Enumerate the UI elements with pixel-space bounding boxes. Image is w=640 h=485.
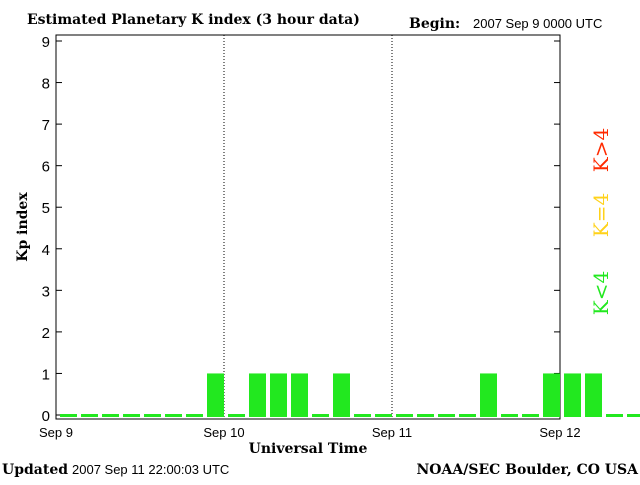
- kp-bar: [417, 414, 434, 417]
- begin-label: Begin:: [409, 16, 460, 32]
- kp-bar: [396, 414, 413, 417]
- y-tick-label: 2: [42, 325, 50, 342]
- updated-label: Updated: [2, 462, 68, 478]
- kp-bar: [144, 414, 161, 417]
- kp-bar: [564, 373, 581, 417]
- x-tick-label: Sep 9: [39, 425, 73, 440]
- y-tick-label: 0: [42, 408, 50, 425]
- x-tick-label: Sep 11: [372, 425, 412, 440]
- y-axis-label: Kp index: [15, 192, 31, 262]
- x-axis: Sep 9 Sep 10 Sep 11 Sep 12: [39, 425, 581, 440]
- kp-bar: [291, 373, 308, 417]
- x-tick-label: Sep 10: [203, 425, 244, 440]
- updated-value: 2007 Sep 11 22:00:03 UTC: [72, 462, 229, 477]
- kp-bar: [312, 414, 329, 417]
- kp-bar: [606, 414, 623, 417]
- begin-value: 2007 Sep 9 0000 UTC: [473, 16, 602, 31]
- kp-bar: [207, 373, 224, 417]
- legend-item: K>4: [589, 128, 613, 172]
- kp-bar: [543, 373, 560, 417]
- kp-bar: [501, 414, 518, 417]
- y-tick-label: 6: [42, 159, 50, 176]
- kp-bar: [375, 414, 392, 417]
- chart-title: Estimated Planetary K index (3 hour data…: [27, 12, 360, 28]
- kp-bar: [249, 373, 266, 417]
- bar-series: [60, 373, 640, 417]
- kp-bar: [102, 414, 119, 417]
- kp-bar: [81, 414, 98, 417]
- y-tick-label: 1: [42, 366, 50, 383]
- kp-bar: [228, 414, 245, 417]
- kp-bar: [165, 414, 182, 417]
- day-dividers: [223, 35, 393, 419]
- y-tick-label: 8: [42, 76, 50, 93]
- legend-item: K=4: [589, 193, 613, 237]
- plot-frame: [55, 34, 561, 420]
- legend-item: K<4: [589, 271, 613, 315]
- y-tick-label: 3: [42, 283, 50, 300]
- kp-bar: [459, 414, 476, 417]
- x-tick-label: Sep 12: [539, 425, 580, 440]
- kp-bar: [186, 414, 203, 417]
- kp-bar: [333, 373, 350, 417]
- y-tick-label: 9: [42, 34, 50, 51]
- kp-bar: [270, 373, 287, 417]
- kp-bar: [60, 414, 77, 417]
- y-tick-label: 5: [42, 200, 50, 217]
- kp-bar: [522, 414, 539, 417]
- kp-bar: [585, 373, 602, 417]
- credit: NOAA/SEC Boulder, CO USA: [417, 462, 640, 478]
- kp-bar: [627, 414, 640, 417]
- y-tick-label: 7: [42, 117, 50, 134]
- y-tick-label: 4: [42, 242, 50, 259]
- kp-bar: [438, 414, 455, 417]
- kp-bar: [480, 373, 497, 417]
- legend: K>4 K=4 K<4: [589, 128, 613, 315]
- y-axis: 0 1 2 3 4 5 6 7 8 9: [42, 34, 560, 425]
- kp-bar: [354, 414, 371, 417]
- x-axis-label: Universal Time: [249, 441, 368, 457]
- kp-bar: [123, 414, 140, 417]
